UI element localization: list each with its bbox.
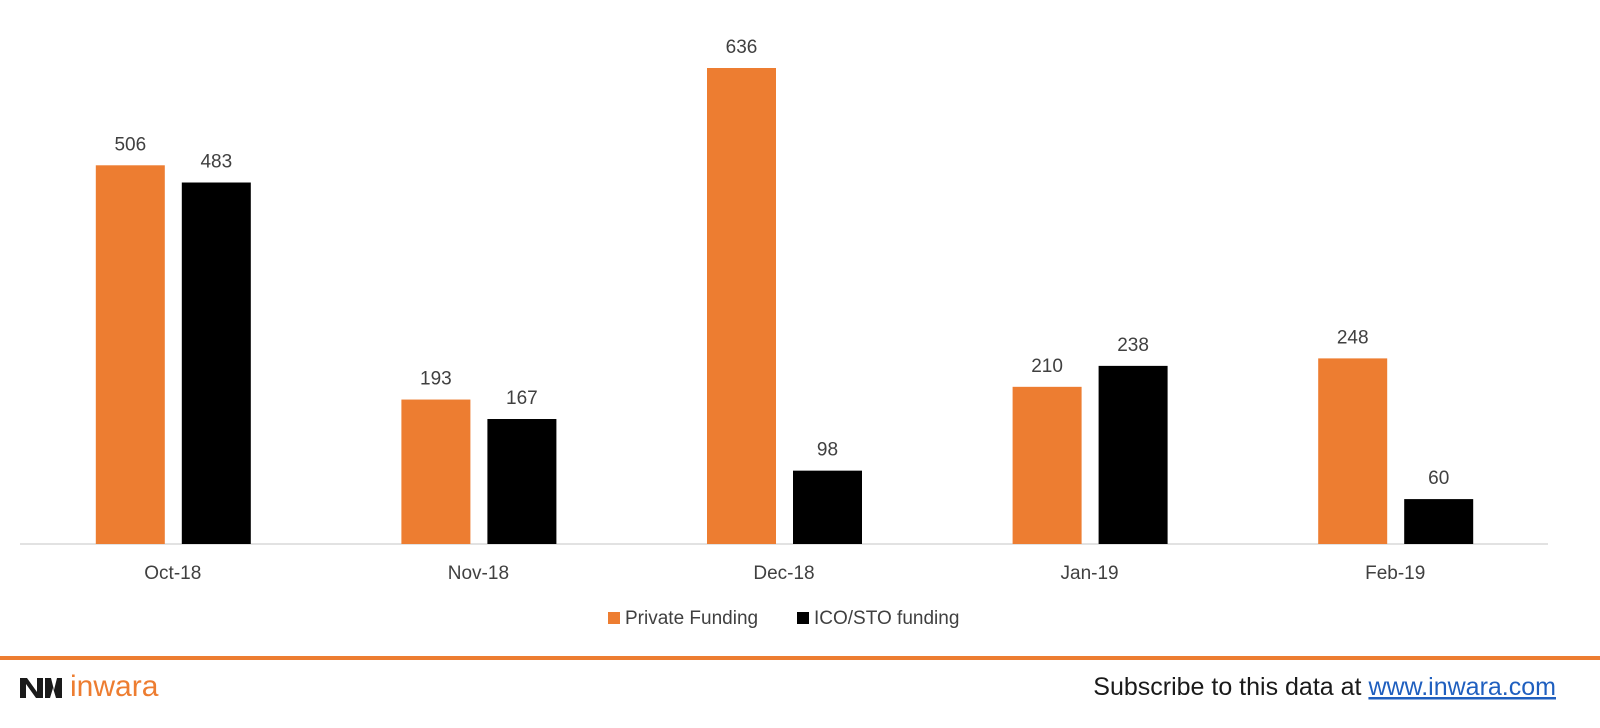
legend-label: Private Funding: [625, 608, 758, 629]
data-label: 636: [726, 37, 758, 58]
subscribe-text: Subscribe to this data at: [1093, 673, 1368, 701]
legend-swatch: [608, 612, 620, 624]
x-tick-label: Nov-18: [448, 563, 509, 584]
x-tick-label: Oct-18: [144, 563, 201, 584]
x-tick-label: Feb-19: [1365, 563, 1425, 584]
x-tick-label: Dec-18: [753, 563, 814, 584]
legend-swatch: [797, 612, 809, 624]
bar: [401, 399, 471, 544]
data-label: 98: [817, 440, 838, 461]
data-label: 248: [1337, 327, 1369, 348]
data-label: 210: [1031, 356, 1063, 377]
bar: [1012, 386, 1082, 544]
bar: [487, 419, 557, 544]
data-label: 506: [114, 134, 146, 155]
bar: [95, 165, 165, 544]
bar: [707, 68, 776, 544]
legend-label: ICO/STO funding: [814, 608, 959, 629]
data-label: 193: [420, 369, 452, 390]
link[interactable]: www.inwara.com: [1367, 673, 1556, 701]
subscribe: Subscribe to this data at www.inwara.com: [1093, 673, 1556, 701]
bar: [1318, 358, 1388, 544]
data-label: 483: [200, 152, 232, 173]
data-label: 238: [1117, 335, 1149, 356]
logo-icon: [20, 678, 62, 698]
data-label: 60: [1428, 468, 1449, 489]
x-tick-label: Jan-19: [1061, 563, 1119, 584]
bar: [1098, 365, 1168, 544]
bar: [1404, 499, 1474, 544]
brand: inwara: [70, 670, 159, 703]
bar: [793, 470, 862, 544]
bar: [181, 182, 251, 544]
data-label: 167: [506, 388, 538, 409]
